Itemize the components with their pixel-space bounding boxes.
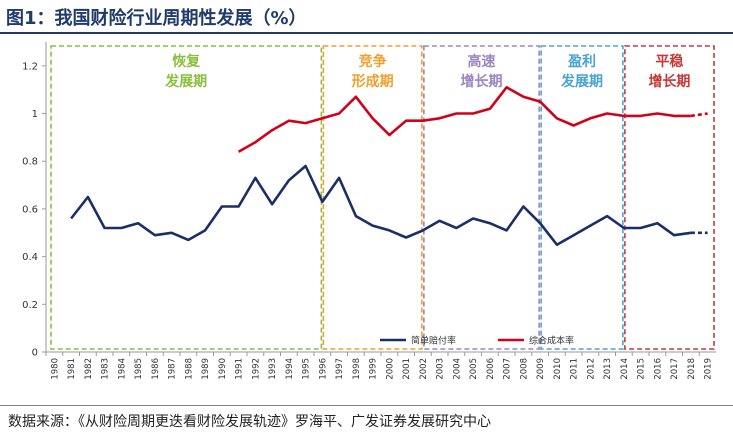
x-tick-label: 1980 xyxy=(50,358,60,380)
x-tick-label: 2002 xyxy=(419,358,429,380)
phase-box xyxy=(50,45,323,350)
x-tick-label: 1987 xyxy=(168,358,178,380)
phase-label-line2: 增长期 xyxy=(648,73,690,90)
x-tick-label: 1986 xyxy=(151,358,161,380)
phase-label-line1: 恢复 xyxy=(172,53,201,70)
x-tick-label: 1994 xyxy=(285,358,295,380)
x-tick-label: 2012 xyxy=(586,358,596,380)
phase-label-line1: 竞争 xyxy=(359,53,387,70)
x-tick-label: 2016 xyxy=(653,358,663,380)
x-tick-label: 1993 xyxy=(268,358,278,380)
phase-label-line2: 发展期 xyxy=(560,73,603,90)
x-tick-label: 2006 xyxy=(486,358,496,380)
legend-label-0: 简单赔付率 xyxy=(411,335,456,347)
phase-box xyxy=(322,45,423,350)
x-tick-label: 1988 xyxy=(184,358,194,380)
x-tick-label: 1989 xyxy=(201,358,211,380)
x-tick-label: 1992 xyxy=(251,358,261,380)
x-tick-label: 1981 xyxy=(67,358,77,380)
line-chart: 0 0.2 0.4 0.6 0.8 1 1.2 1980 1981 1982 1983 1984 198… xyxy=(22,42,716,380)
x-tick-label: 2000 xyxy=(385,358,395,380)
x-tick-label: 1983 xyxy=(101,358,111,380)
y-tick-label: 0 xyxy=(32,348,38,359)
source-divider xyxy=(0,405,733,406)
x-tick-label: 2011 xyxy=(570,358,580,380)
x-tick-label: 2019 xyxy=(704,358,714,380)
phase-label-line2: 形成期 xyxy=(352,73,394,90)
x-tick-label: 2014 xyxy=(620,358,630,380)
x-tick-label: 2015 xyxy=(637,358,647,380)
legend: 简单赔付率 综合成本率 xyxy=(380,335,574,347)
phase-label-line1: 盈利 xyxy=(567,53,596,70)
x-tick-label: 2007 xyxy=(503,358,513,380)
series-lines xyxy=(70,86,708,246)
x-tick-label: 1982 xyxy=(84,358,94,380)
phase-box xyxy=(423,45,540,350)
y-tick-label: 1 xyxy=(32,109,38,120)
x-tick-label: 2017 xyxy=(670,358,680,380)
x-tick-label: 2005 xyxy=(469,358,479,380)
series-line-0 xyxy=(70,164,692,246)
title-divider xyxy=(0,32,733,34)
x-tick-label: 1998 xyxy=(352,358,362,380)
y-tick-label: 1.2 xyxy=(22,61,38,72)
chart-title: 图1：我国财险行业周期性发展（%） xyxy=(6,8,307,29)
phase-label-line1: 高速 xyxy=(468,53,496,70)
series-line-1 xyxy=(237,86,691,153)
x-tick-label: 2009 xyxy=(536,358,546,380)
phase-label-line2: 发展期 xyxy=(164,73,207,90)
x-tick-label: 2001 xyxy=(402,358,412,380)
x-tick-label: 1985 xyxy=(134,358,144,380)
y-tick-label: 0.6 xyxy=(22,204,38,215)
y-tick-label: 0.8 xyxy=(22,157,38,168)
phase-box xyxy=(624,45,715,350)
phase-box xyxy=(540,45,624,350)
chart-axes: 0 0.2 0.4 0.6 0.8 1 1.2 1980 1981 1982 1983 1984 198… xyxy=(22,42,716,380)
x-tick-label: 2003 xyxy=(436,358,446,380)
x-tick-label: 1990 xyxy=(218,358,228,380)
x-tick-label: 1999 xyxy=(369,358,379,380)
series-forecast-1 xyxy=(690,112,708,118)
x-tick-label: 2004 xyxy=(452,358,462,380)
legend-label-1: 综合成本率 xyxy=(529,335,574,347)
source-note: 数据来源：《从财险周期更迭看财险发展轨迹》罗海平、广发证券发展研究中心 xyxy=(8,414,491,430)
x-tick-label: 2018 xyxy=(687,358,697,380)
x-tick-label: 1991 xyxy=(235,358,245,380)
phase-label-line1: 平稳 xyxy=(655,53,683,70)
x-tick-label: 2013 xyxy=(603,358,613,380)
x-tick-label: 2010 xyxy=(553,358,563,380)
x-tick-label: 2008 xyxy=(519,358,529,380)
x-tick-label: 1995 xyxy=(302,358,312,380)
x-tick-label: 1997 xyxy=(335,358,345,380)
y-tick-label: 0.2 xyxy=(22,300,38,311)
x-tick-label: 1996 xyxy=(318,358,328,380)
x-tick-label: 1984 xyxy=(117,358,127,380)
phase-label-line2: 增长期 xyxy=(461,73,503,90)
y-tick-label: 0.4 xyxy=(22,252,38,263)
